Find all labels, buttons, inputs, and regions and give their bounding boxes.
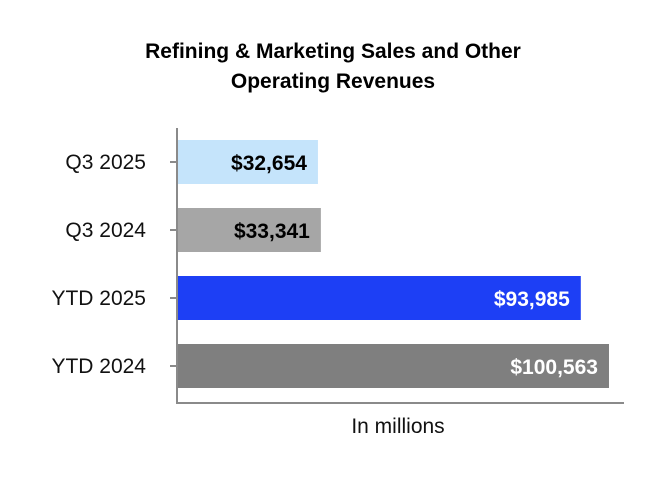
bar-q3-2024 [178, 208, 321, 252]
data-label: $33,341 [234, 220, 310, 243]
chart-title-line-2: Operating Revenues [231, 70, 435, 93]
category-label: Q3 2024 [65, 219, 146, 242]
category-label: Q3 2025 [65, 151, 146, 174]
data-label: $100,563 [510, 356, 598, 379]
bars-group: Q3 2025 $32,654 Q3 2024 $33,341 YTD 2025 $93,… [51, 140, 609, 388]
x-axis-label: In millions [351, 415, 444, 438]
category-label: YTD 2025 [51, 287, 146, 310]
bar-q3-2025 [178, 140, 318, 184]
category-label: YTD 2024 [51, 355, 146, 378]
chart-title-line-1: Refining & Marketing Sales and Other [145, 40, 521, 63]
data-label: $32,654 [231, 152, 307, 175]
data-label: $93,985 [494, 288, 570, 311]
bar-ytd-2025 [178, 276, 581, 320]
bar-ytd-2024 [178, 344, 609, 388]
